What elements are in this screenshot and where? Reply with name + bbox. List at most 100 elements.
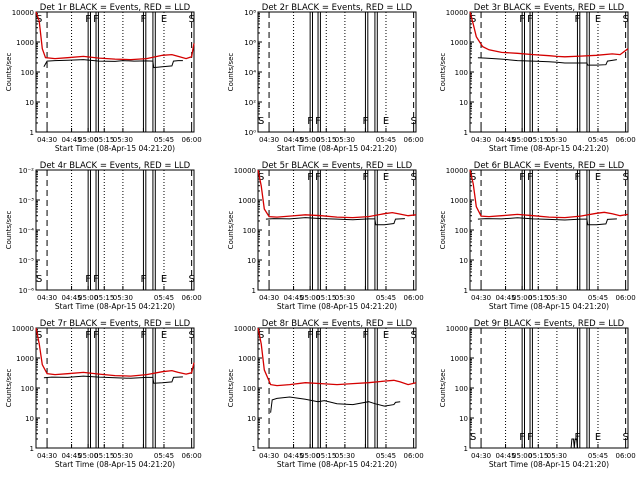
series-events-line bbox=[43, 59, 183, 69]
y-tick-label: 10⁻⁴ bbox=[19, 227, 35, 235]
y-axis-label: Counts/sec bbox=[439, 211, 447, 250]
marker-letter-f1: F bbox=[519, 432, 525, 443]
x-tick-label: 05:45 bbox=[154, 294, 174, 302]
y-tick-label: 100 bbox=[21, 385, 34, 393]
marker-letter-f1: F bbox=[519, 14, 525, 25]
marker-letter-f3: F bbox=[575, 172, 581, 183]
y-tick-label: 10² bbox=[244, 99, 256, 107]
panel-title: Det 7r BLACK = Events, RED = LLD bbox=[40, 319, 191, 329]
x-tick-label: 05:45 bbox=[376, 294, 396, 302]
x-tick-label: 05:45 bbox=[588, 136, 608, 144]
marker-letter-f3: F bbox=[575, 432, 581, 443]
marker-letter-s_start: S bbox=[470, 432, 476, 443]
y-axis-label: Counts/sec bbox=[5, 211, 13, 250]
x-axis-label: Start Time (08-Apr-15 04:21:20) bbox=[55, 302, 175, 311]
x-tick-label: 06:00 bbox=[182, 294, 202, 302]
panel-title: Det 3r BLACK = Events, RED = LLD bbox=[474, 3, 625, 13]
x-tick-label: 04:45 bbox=[61, 136, 81, 144]
marker-letter-s_end: S bbox=[622, 172, 628, 183]
x-tick-label: 04:30 bbox=[37, 294, 57, 302]
plot-frame bbox=[35, 169, 195, 291]
x-tick-label: 05:15 bbox=[94, 136, 114, 144]
y-tick-label: 10 bbox=[459, 257, 468, 265]
y-tick-label: 10⁻² bbox=[19, 167, 35, 175]
y-tick-label: 10 bbox=[459, 99, 468, 107]
y-tick-label: 100 bbox=[243, 227, 256, 235]
y-tick-label: 10⁶ bbox=[244, 39, 256, 47]
panel-det-9: Det 9r BLACK = Events, RED = LLD 1 10 100 10… bbox=[439, 319, 636, 469]
series-lld-line bbox=[257, 327, 417, 387]
y-tick-label: 10000 bbox=[12, 325, 34, 333]
y-tick-label: 100 bbox=[21, 69, 34, 77]
y-tick-label: 10⁻⁶ bbox=[19, 287, 35, 295]
x-tick-label: 05:00 bbox=[512, 452, 532, 460]
series-lld-line bbox=[469, 11, 629, 58]
marker-letter-s_start: S bbox=[36, 330, 42, 341]
x-tick-label: 04:30 bbox=[471, 294, 491, 302]
panel-det-7: Det 7r BLACK = Events, RED = LLD 1 10 100 10… bbox=[5, 319, 202, 469]
marker-letter-f2: F bbox=[315, 116, 321, 127]
x-tick-label: 05:30 bbox=[335, 294, 355, 302]
marker-letter-f2: F bbox=[315, 330, 321, 341]
plot-frame bbox=[469, 11, 629, 133]
x-tick-label: 05:15 bbox=[94, 294, 114, 302]
x-tick-label: 04:30 bbox=[37, 136, 57, 144]
marker-letter-s_start: S bbox=[470, 14, 476, 25]
x-tick-label: 05:45 bbox=[154, 136, 174, 144]
y-tick-label: 10 bbox=[247, 257, 256, 265]
x-axis-label: Start Time (08-Apr-15 04:21:20) bbox=[277, 302, 397, 311]
marker-letter-s_end: S bbox=[622, 14, 628, 25]
y-tick-label: 10000 bbox=[12, 9, 34, 17]
panel-title: Det 5r BLACK = Events, RED = LLD bbox=[262, 161, 413, 171]
marker-letter-f2: F bbox=[93, 14, 99, 25]
plot-frame bbox=[35, 11, 195, 133]
x-tick-label: 05:00 bbox=[300, 136, 320, 144]
marker-letter-e: E bbox=[595, 14, 601, 25]
marker-letter-f3: F bbox=[363, 172, 369, 183]
x-tick-label: 04:30 bbox=[471, 452, 491, 460]
plot-frame bbox=[257, 11, 417, 133]
y-tick-label: 10 bbox=[25, 415, 34, 423]
plot-frame bbox=[469, 327, 629, 449]
marker-letter-f3: F bbox=[363, 330, 369, 341]
marker-letter-f2: F bbox=[527, 14, 533, 25]
x-tick-label: 05:00 bbox=[78, 452, 98, 460]
x-tick-label: 06:00 bbox=[616, 452, 636, 460]
x-tick-label: 05:30 bbox=[547, 452, 567, 460]
y-tick-label: 100 bbox=[455, 69, 468, 77]
panel-det-1: Det 1r BLACK = Events, RED = LLD 1 10 100 10… bbox=[5, 3, 202, 153]
x-axis-label: Start Time (08-Apr-15 04:21:20) bbox=[277, 460, 397, 469]
x-tick-label: 05:00 bbox=[512, 294, 532, 302]
series-lld-line bbox=[35, 327, 195, 377]
series-lld-line bbox=[35, 11, 195, 61]
marker-letter-f3: F bbox=[363, 116, 369, 127]
y-tick-label: 1 bbox=[464, 129, 468, 137]
x-axis-label: Start Time (08-Apr-15 04:21:20) bbox=[489, 144, 609, 153]
x-tick-label: 04:45 bbox=[495, 136, 515, 144]
x-axis-label: Start Time (08-Apr-15 04:21:20) bbox=[489, 460, 609, 469]
y-axis-label: Counts/sec bbox=[227, 369, 235, 408]
x-tick-label: 05:00 bbox=[300, 452, 320, 460]
x-tick-label: 04:30 bbox=[259, 294, 279, 302]
x-tick-label: 05:15 bbox=[316, 452, 336, 460]
x-tick-label: 05:30 bbox=[547, 136, 567, 144]
marker-letter-f1: F bbox=[85, 274, 91, 285]
marker-letter-e: E bbox=[595, 172, 601, 183]
marker-letter-s_end: S bbox=[622, 432, 628, 443]
x-tick-label: 05:15 bbox=[528, 294, 548, 302]
marker-letter-s_start: S bbox=[258, 172, 264, 183]
x-tick-label: 05:00 bbox=[300, 294, 320, 302]
x-tick-label: 06:00 bbox=[404, 294, 424, 302]
marker-letter-f3: F bbox=[141, 274, 147, 285]
x-tick-label: 05:45 bbox=[154, 452, 174, 460]
y-tick-label: 1000 bbox=[238, 197, 256, 205]
x-tick-label: 06:00 bbox=[616, 136, 636, 144]
marker-letter-f1: F bbox=[307, 330, 313, 341]
x-tick-label: 04:30 bbox=[259, 136, 279, 144]
x-tick-label: 04:45 bbox=[495, 452, 515, 460]
plot-frame bbox=[257, 327, 417, 449]
marker-letter-s_end: S bbox=[188, 330, 194, 341]
panel-det-6: Det 6r BLACK = Events, RED = LLD 1 10 100 10… bbox=[439, 161, 636, 311]
marker-letter-f1: F bbox=[85, 14, 91, 25]
y-tick-label: 100 bbox=[243, 385, 256, 393]
